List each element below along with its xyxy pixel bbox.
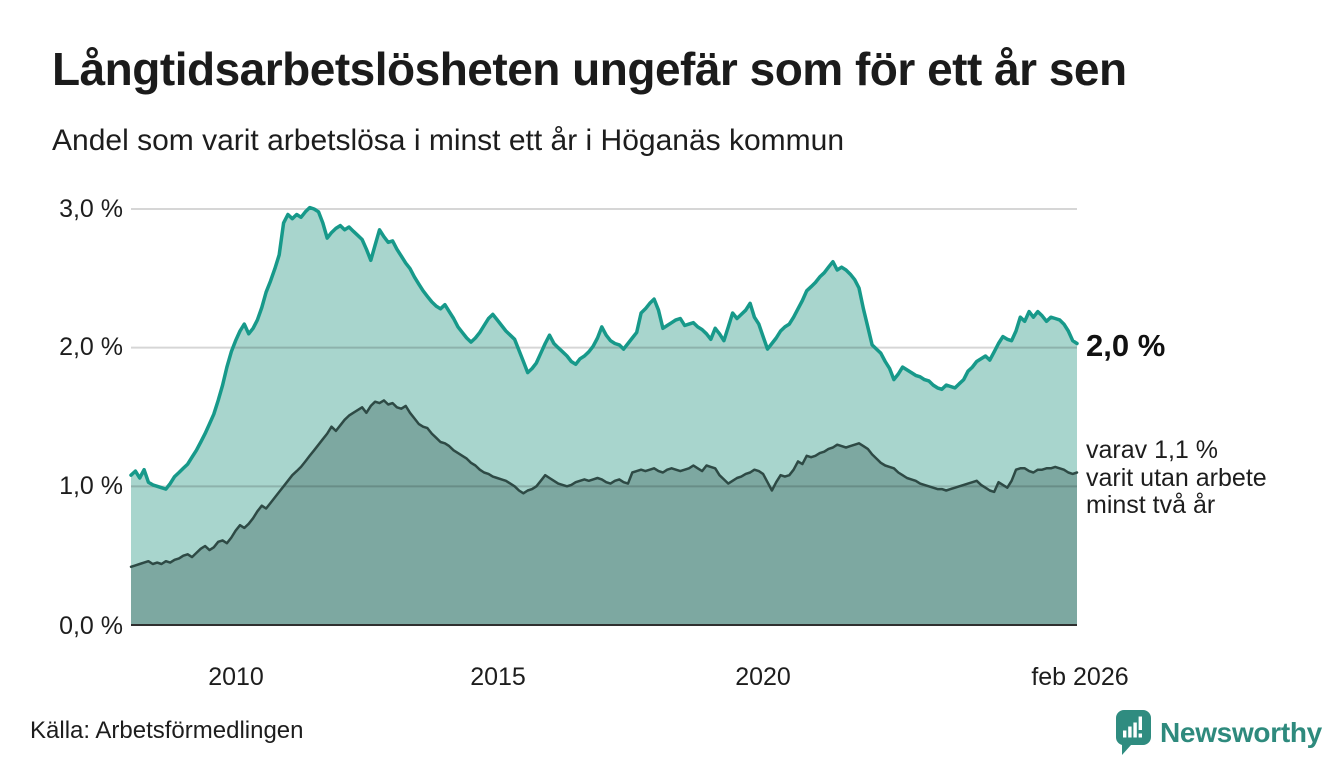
y-tick-label-2: 2,0 % <box>59 333 123 361</box>
x-tick-label-2020: 2020 <box>735 663 791 691</box>
y-tick-label-1: 1,0 % <box>59 472 123 500</box>
newsworthy-brand-text: Newsworthy <box>1160 717 1322 748</box>
annotation-line-1: varav 1,1 % <box>1086 436 1219 464</box>
line-two-years <box>129 399 1079 569</box>
exclamation-dot <box>1138 733 1142 738</box>
source-label: Källa: Arbetsförmedlingen <box>30 717 304 744</box>
line-one-year <box>129 205 1079 491</box>
bar-chart-glyph <box>1123 716 1142 738</box>
series-end-value-label: 2,0 % <box>1086 328 1166 363</box>
y-tick-label-3: 3,0 % <box>59 195 123 223</box>
x-tick-label-feb2026: feb 2026 <box>1031 663 1129 691</box>
page-title: Långtidsarbetslösheten ungefär som för e… <box>52 43 1127 95</box>
area-two-years <box>131 400 1077 625</box>
y-tick-label-0: 0,0 % <box>59 612 123 640</box>
x-tick-label-2010: 2010 <box>208 663 264 691</box>
series-end-annotation: varav 1,1 % varit utan arbete minst två … <box>1086 436 1267 520</box>
annotation-line-2: varit utan arbete <box>1086 463 1267 492</box>
annotation-line-3: minst två år <box>1086 491 1216 519</box>
page-subtitle: Andel som varit arbetslösa i minst ett å… <box>52 124 844 157</box>
newsworthy-logo: Newsworthy <box>1116 710 1322 756</box>
newsworthy-logo-icon <box>1116 710 1151 755</box>
x-tick-label-2015: 2015 <box>470 663 526 691</box>
exclamation-bar <box>1138 716 1142 730</box>
